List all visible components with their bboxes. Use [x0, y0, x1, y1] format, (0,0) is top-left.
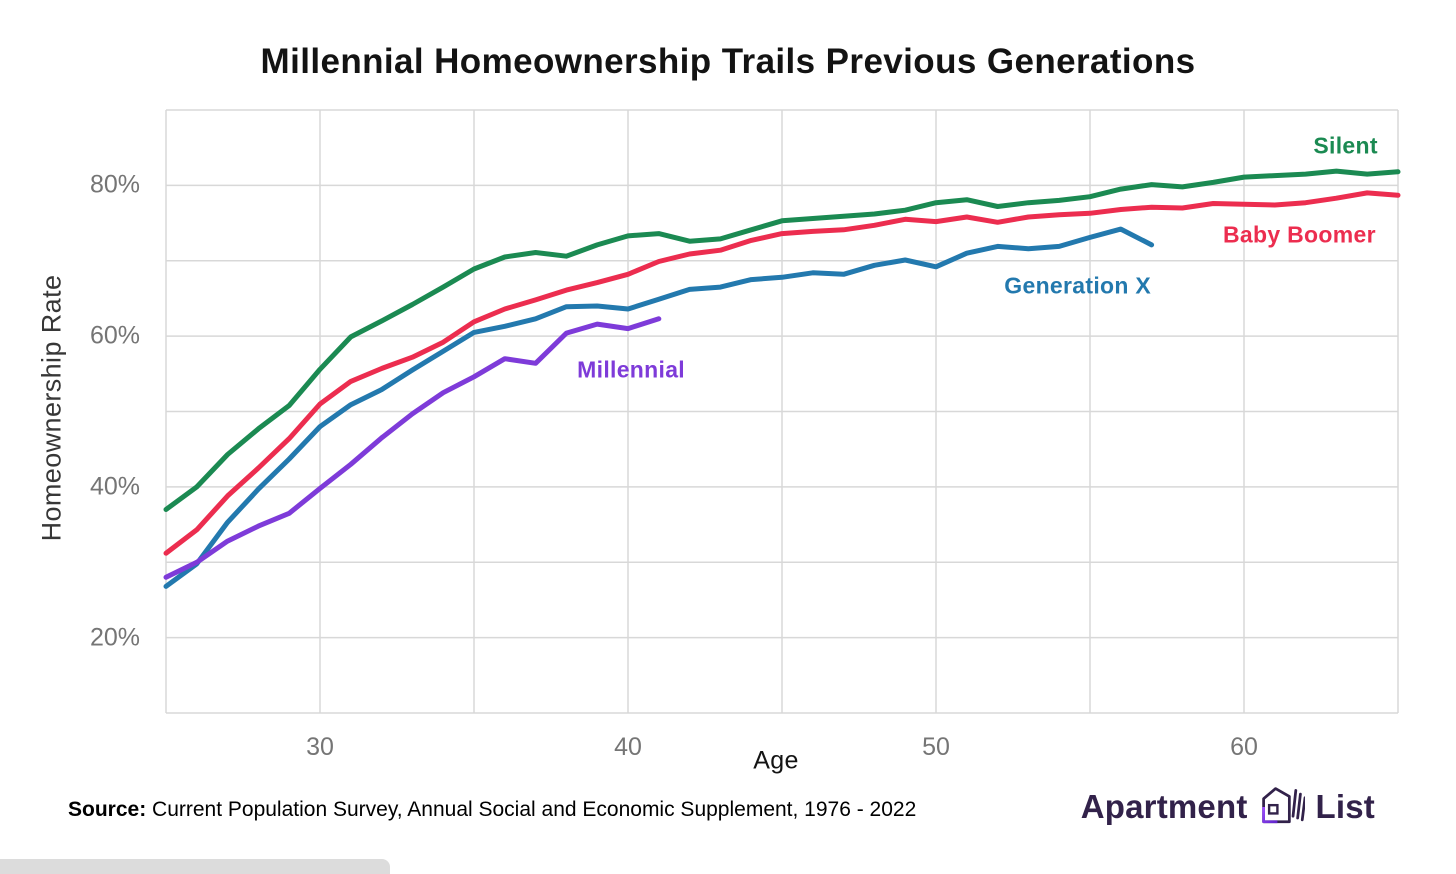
source-note: Source: Current Population Survey, Annua…: [68, 798, 916, 822]
x-tick-label: 30: [306, 733, 334, 761]
source-label: Source:: [68, 798, 147, 821]
series-label-generation-x: Generation X: [1004, 272, 1152, 299]
series-line-generation-x: [163, 226, 1155, 589]
y-tick-label: 80%: [89, 170, 140, 199]
x-tick-label: 60: [1230, 733, 1258, 761]
y-tick-label: 40%: [89, 472, 140, 501]
logo-word-list: List: [1315, 788, 1375, 825]
series-line-baby-boomer: [163, 190, 1401, 556]
series-line-silent: [163, 168, 1401, 512]
chart-title: Millennial Homeownership Trails Previous…: [260, 42, 1196, 81]
house-logo-icon: [1259, 784, 1305, 830]
x-tick-label: 40: [614, 733, 642, 761]
series-label-silent: Silent: [1313, 132, 1378, 159]
brand-logo: Apartment List: [1081, 784, 1375, 830]
x-tick-label: 50: [922, 733, 950, 761]
series-label-millennial: Millennial: [577, 356, 685, 383]
x-axis-title: Age: [753, 746, 799, 775]
series-label-baby-boomer: Baby Boomer: [1223, 221, 1376, 248]
y-tick-label: 20%: [89, 623, 140, 652]
series-line-millennial: [163, 316, 662, 580]
source-text: Current Population Survey, Annual Social…: [146, 798, 917, 821]
bottom-edge-bar: [0, 859, 390, 874]
logo-word-apartment: Apartment: [1080, 788, 1248, 825]
y-tick-label: 60%: [89, 321, 140, 350]
